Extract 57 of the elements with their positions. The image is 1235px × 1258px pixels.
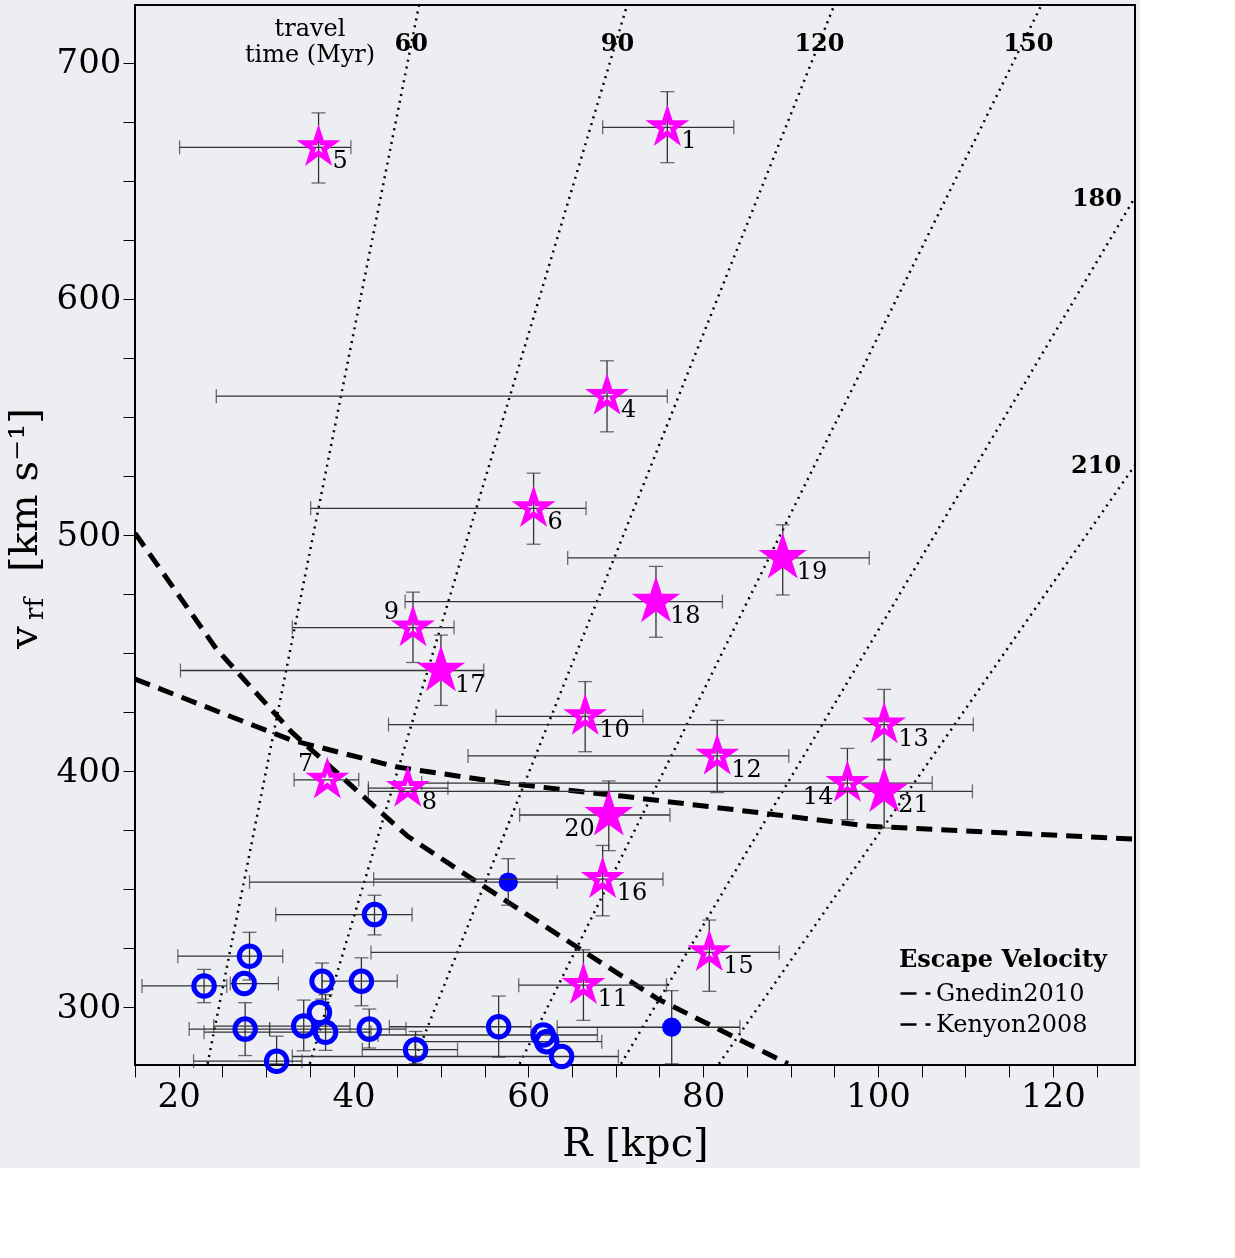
point [231,970,258,997]
point [309,968,335,994]
x-tick-label: 40 [332,1074,376,1115]
point [312,1019,339,1045]
point [533,1028,560,1055]
annotation: 16 [616,878,648,907]
annotation: 7 [298,748,314,777]
annotation: 4 [621,395,637,424]
x-tick-label: 20 [157,1074,201,1115]
point [236,943,263,969]
y-tick-label: 300 [56,985,122,1026]
annotation: 6 [547,507,563,536]
point [530,1022,556,1048]
annotation: 5 [332,146,348,175]
legend-label: Gnedin2010 [936,978,1085,1007]
y-tick-label: 600 [56,277,122,318]
point [290,1013,317,1039]
annotation: 9 [383,596,399,625]
annotation: 21 [898,790,929,819]
x-axis-title: R [kpc] [562,1118,709,1165]
x-tick-label: 60 [507,1074,551,1115]
point [263,1048,290,1074]
annotation: travel time (Myr) [244,14,376,68]
annotation: 90 [600,27,635,57]
legend-label: Kenyon2008 [936,1009,1088,1038]
point [356,1016,383,1042]
annotation: 8 [421,787,438,816]
annotation: 18 [669,600,701,629]
annotation: 120 [794,27,845,57]
point [348,968,375,994]
point [402,1036,429,1063]
annotation: 1 [681,126,697,155]
point [232,1016,258,1042]
point [361,901,388,928]
x-tick-label: 100 [846,1074,911,1115]
legend-title: Escape Velocity [899,944,1108,973]
point [191,973,217,999]
annotation: 20 [564,813,595,842]
annotation: 11 [597,984,628,1013]
annotation: 17 [454,669,486,698]
annotation: 12 [731,754,762,783]
y-axis-title: vrf [km s⁻¹] [0,408,49,650]
y-tick-label: 500 [56,513,122,554]
annotation: 60 [394,27,428,57]
annotation: 15 [723,951,754,980]
x-tick-label: 80 [682,1074,726,1115]
y-tick-label: 700 [56,41,122,82]
point [548,1043,575,1070]
annotation: 13 [898,723,929,752]
annotation: 180 [1071,183,1123,213]
y-tick-label: 400 [56,749,122,790]
annotation: 19 [796,556,828,585]
x-tick-label: 120 [1020,1074,1086,1115]
annotation: 150 [1003,27,1054,57]
point [306,999,333,1026]
point [485,1014,512,1040]
annotation: 210 [1071,449,1122,479]
